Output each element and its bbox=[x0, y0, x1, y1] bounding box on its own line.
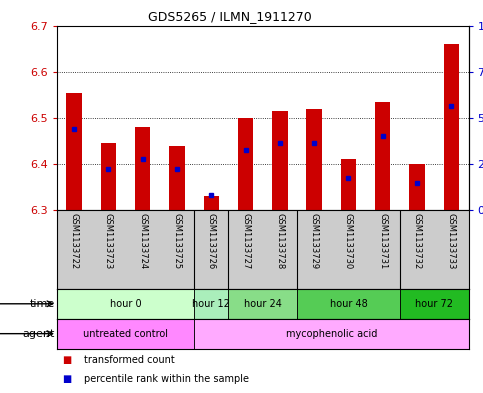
Text: time: time bbox=[29, 299, 55, 309]
Bar bbox=[101, 143, 116, 210]
Text: GSM1133724: GSM1133724 bbox=[138, 213, 147, 269]
Text: GSM1133726: GSM1133726 bbox=[207, 213, 216, 269]
Text: hour 48: hour 48 bbox=[329, 299, 368, 309]
Bar bbox=[194, 289, 228, 319]
Text: percentile rank within the sample: percentile rank within the sample bbox=[84, 374, 249, 384]
Bar bbox=[135, 127, 150, 210]
Text: GSM1133727: GSM1133727 bbox=[241, 213, 250, 269]
Text: hour 24: hour 24 bbox=[244, 299, 282, 309]
Bar bbox=[444, 44, 459, 210]
Text: hour 72: hour 72 bbox=[415, 299, 453, 309]
Text: GDS5265 / ILMN_1911270: GDS5265 / ILMN_1911270 bbox=[148, 10, 312, 23]
Text: GSM1133731: GSM1133731 bbox=[378, 213, 387, 269]
Text: transformed count: transformed count bbox=[84, 356, 174, 365]
Text: hour 12: hour 12 bbox=[192, 299, 230, 309]
Bar bbox=[400, 289, 469, 319]
Bar bbox=[272, 111, 287, 210]
Text: GSM1133723: GSM1133723 bbox=[104, 213, 113, 269]
Bar bbox=[194, 319, 469, 349]
Text: GSM1133732: GSM1133732 bbox=[412, 213, 422, 269]
Text: agent: agent bbox=[22, 329, 55, 339]
Bar bbox=[410, 164, 425, 210]
Text: hour 0: hour 0 bbox=[110, 299, 142, 309]
Text: GSM1133722: GSM1133722 bbox=[70, 213, 79, 269]
Bar bbox=[297, 289, 400, 319]
Bar bbox=[307, 109, 322, 210]
Text: ■: ■ bbox=[62, 374, 71, 384]
Bar bbox=[170, 145, 185, 210]
Text: untreated control: untreated control bbox=[83, 329, 168, 339]
Text: GSM1133733: GSM1133733 bbox=[447, 213, 456, 269]
Bar bbox=[67, 92, 82, 210]
Text: GSM1133729: GSM1133729 bbox=[310, 213, 319, 269]
Text: GSM1133728: GSM1133728 bbox=[275, 213, 284, 269]
Bar bbox=[228, 289, 297, 319]
Bar bbox=[204, 196, 219, 210]
Text: GSM1133725: GSM1133725 bbox=[172, 213, 182, 269]
Text: ■: ■ bbox=[62, 356, 71, 365]
Bar bbox=[238, 118, 253, 210]
Bar bbox=[57, 289, 194, 319]
Text: GSM1133730: GSM1133730 bbox=[344, 213, 353, 269]
Bar bbox=[341, 160, 356, 210]
Bar bbox=[57, 319, 194, 349]
Bar bbox=[375, 102, 390, 210]
Text: mycophenolic acid: mycophenolic acid bbox=[285, 329, 377, 339]
